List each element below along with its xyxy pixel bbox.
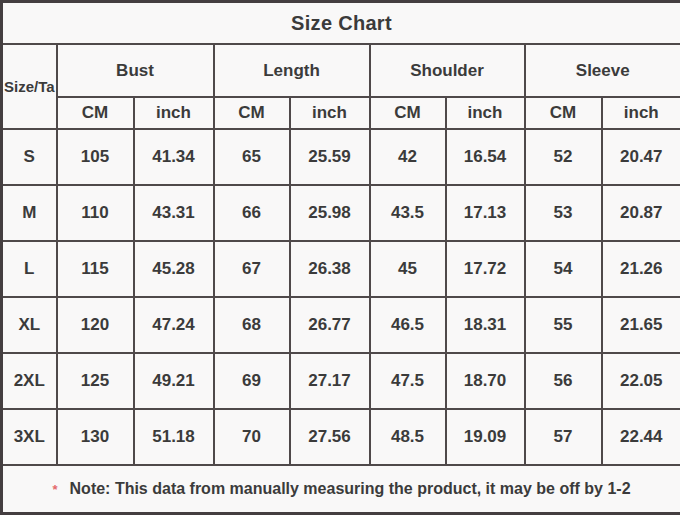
value-cell: 27.56 <box>290 409 370 465</box>
unit-header-cell: CM <box>214 97 290 129</box>
value-cell: 43.5 <box>370 185 446 241</box>
value-cell: 67 <box>214 241 290 297</box>
value-cell: 55 <box>525 297 602 353</box>
value-cell: 70 <box>214 409 290 465</box>
value-cell: 17.72 <box>446 241 525 297</box>
note-row: * Note: This data from manually measuring… <box>2 465 680 514</box>
table-row: S 105 41.34 65 25.59 42 16.54 52 20.47 <box>2 129 680 185</box>
value-cell: 43.31 <box>134 185 214 241</box>
group-header-sleeve: Sleeve <box>525 44 680 97</box>
value-cell: 26.77 <box>290 297 370 353</box>
value-cell: 120 <box>57 297 134 353</box>
table-row: 2XL 125 49.21 69 27.17 47.5 18.70 56 22.… <box>2 353 680 409</box>
value-cell: 45.28 <box>134 241 214 297</box>
size-chart-table: Size Chart Size/Ta Bust Length Shoulder … <box>0 0 680 515</box>
value-cell: 115 <box>57 241 134 297</box>
group-header-length: Length <box>214 44 370 97</box>
value-cell: 110 <box>57 185 134 241</box>
size-label-cell: 3XL <box>2 409 57 465</box>
value-cell: 57 <box>525 409 602 465</box>
size-label-cell: S <box>2 129 57 185</box>
value-cell: 22.05 <box>602 353 680 409</box>
value-cell: 54 <box>525 241 602 297</box>
group-header-bust: Bust <box>57 44 214 97</box>
value-cell: 22.44 <box>602 409 680 465</box>
value-cell: 47.5 <box>370 353 446 409</box>
value-cell: 45 <box>370 241 446 297</box>
unit-header-cell: inch <box>290 97 370 129</box>
value-cell: 21.65 <box>602 297 680 353</box>
value-cell: 18.31 <box>446 297 525 353</box>
unit-header-cell: CM <box>57 97 134 129</box>
value-cell: 27.17 <box>290 353 370 409</box>
value-cell: 20.87 <box>602 185 680 241</box>
size-label-cell: M <box>2 185 57 241</box>
value-cell: 25.59 <box>290 129 370 185</box>
asterisk-icon: * <box>52 482 57 497</box>
value-cell: 105 <box>57 129 134 185</box>
size-label-cell: 2XL <box>2 353 57 409</box>
value-cell: 16.54 <box>446 129 525 185</box>
unit-header-cell: inch <box>134 97 214 129</box>
unit-header-cell: CM <box>525 97 602 129</box>
table-row: L 115 45.28 67 26.38 45 17.72 54 21.26 <box>2 241 680 297</box>
note-text: Note: This data from manually measuring … <box>70 480 631 497</box>
value-cell: 49.21 <box>134 353 214 409</box>
value-cell: 66 <box>214 185 290 241</box>
value-cell: 53 <box>525 185 602 241</box>
chart-title: Size Chart <box>2 2 680 45</box>
value-cell: 46.5 <box>370 297 446 353</box>
table-row: 3XL 130 51.18 70 27.56 48.5 19.09 57 22.… <box>2 409 680 465</box>
corner-header-cell: Size/Ta <box>2 44 57 129</box>
value-cell: 130 <box>57 409 134 465</box>
value-cell: 17.13 <box>446 185 525 241</box>
value-cell: 48.5 <box>370 409 446 465</box>
value-cell: 20.47 <box>602 129 680 185</box>
value-cell: 47.24 <box>134 297 214 353</box>
value-cell: 51.18 <box>134 409 214 465</box>
value-cell: 52 <box>525 129 602 185</box>
table-row: M 110 43.31 66 25.98 43.5 17.13 53 20.87 <box>2 185 680 241</box>
size-label-cell: L <box>2 241 57 297</box>
value-cell: 41.34 <box>134 129 214 185</box>
value-cell: 56 <box>525 353 602 409</box>
value-cell: 19.09 <box>446 409 525 465</box>
size-label-cell: XL <box>2 297 57 353</box>
value-cell: 69 <box>214 353 290 409</box>
unit-header-cell: inch <box>446 97 525 129</box>
unit-header-row: CM inch CM inch CM inch CM inch <box>2 97 680 129</box>
group-header-row: Size/Ta Bust Length Shoulder Sleeve <box>2 44 680 97</box>
group-header-shoulder: Shoulder <box>370 44 525 97</box>
title-row: Size Chart <box>2 2 680 45</box>
value-cell: 42 <box>370 129 446 185</box>
size-chart-image: Size Chart Size/Ta Bust Length Shoulder … <box>0 0 680 527</box>
note-cell: * Note: This data from manually measuring… <box>2 465 680 514</box>
unit-header-cell: inch <box>602 97 680 129</box>
table-row: XL 120 47.24 68 26.77 46.5 18.31 55 21.6… <box>2 297 680 353</box>
value-cell: 21.26 <box>602 241 680 297</box>
value-cell: 25.98 <box>290 185 370 241</box>
value-cell: 26.38 <box>290 241 370 297</box>
value-cell: 125 <box>57 353 134 409</box>
value-cell: 65 <box>214 129 290 185</box>
value-cell: 18.70 <box>446 353 525 409</box>
value-cell: 68 <box>214 297 290 353</box>
unit-header-cell: CM <box>370 97 446 129</box>
